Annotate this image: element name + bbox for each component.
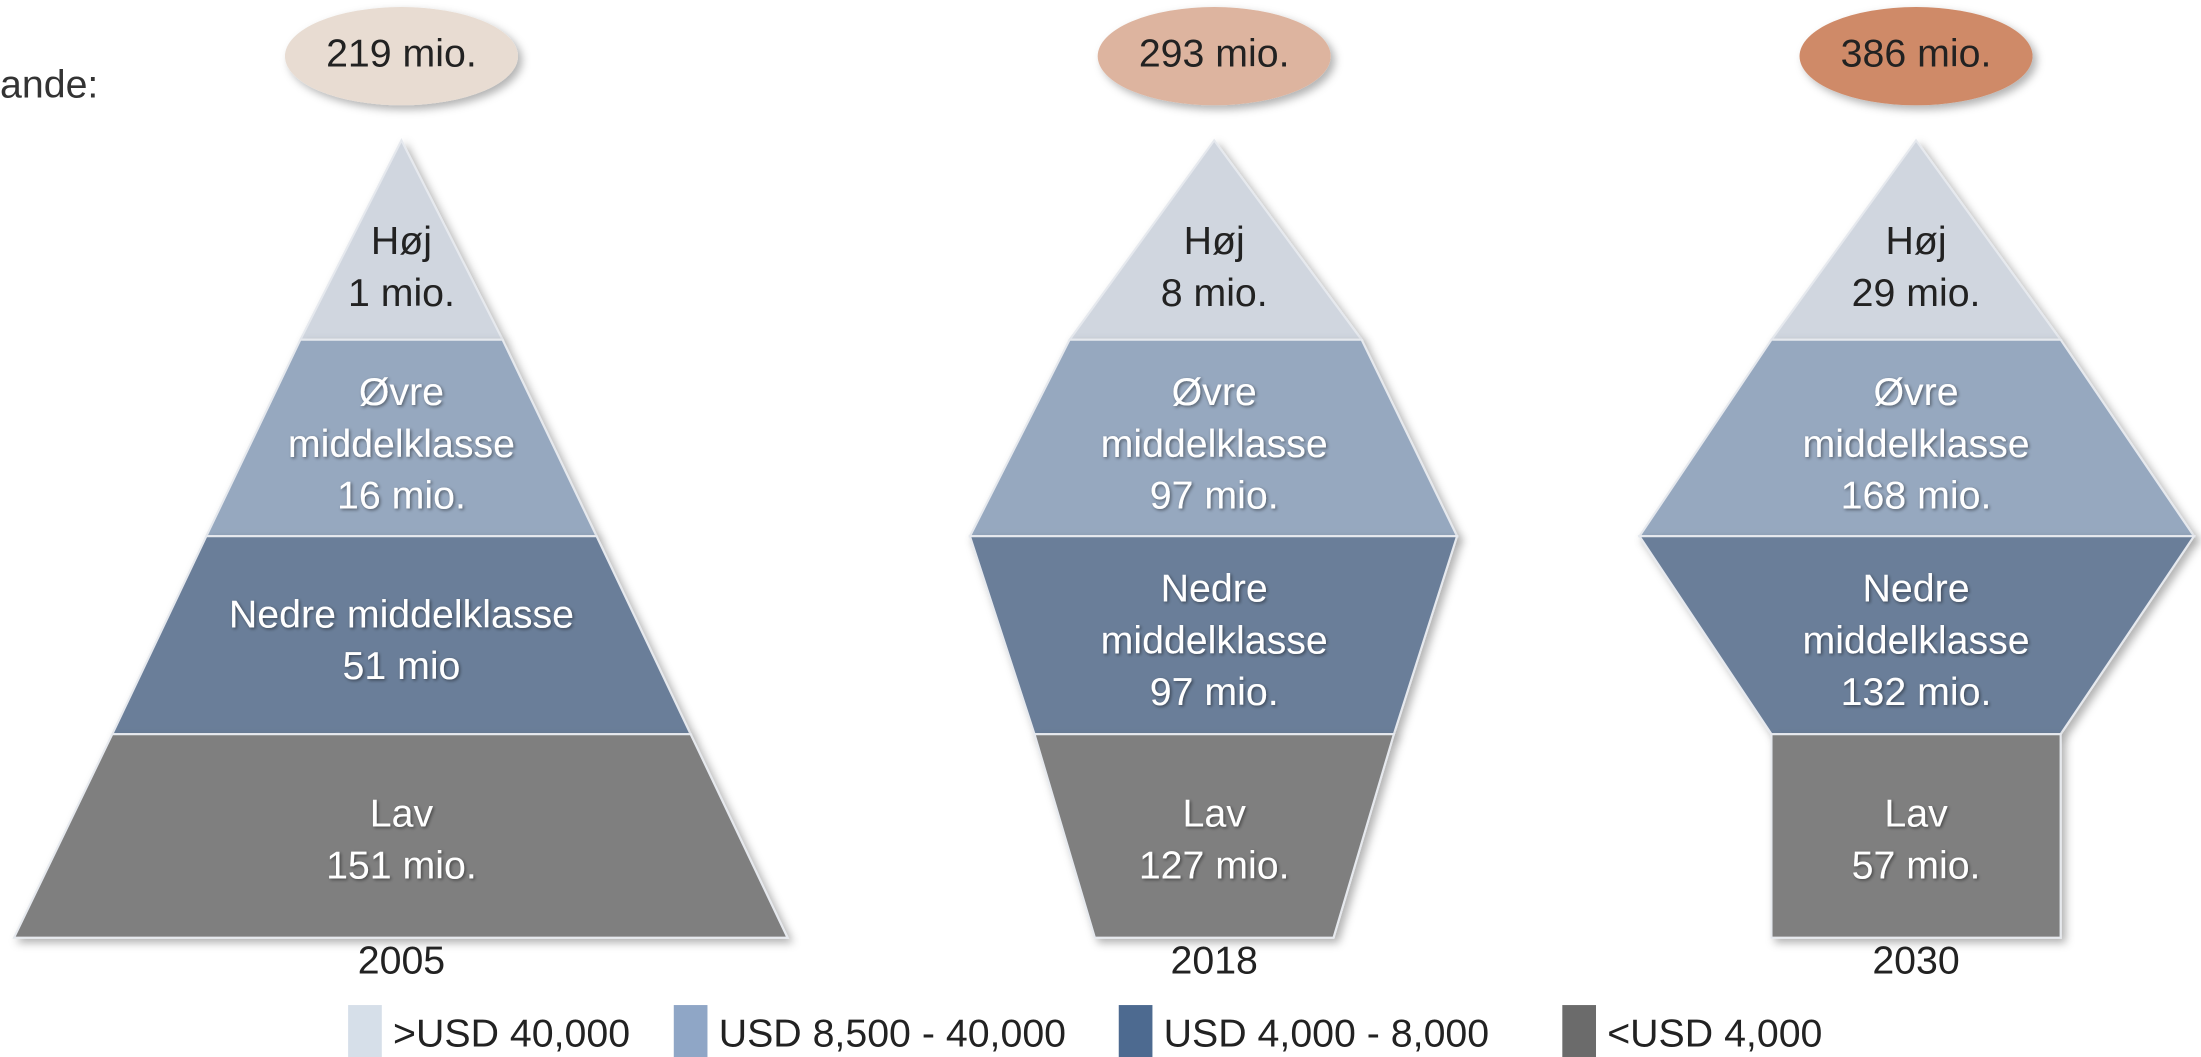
level-label: middelklasse: [1802, 618, 2029, 662]
total-oval: [1799, 7, 2033, 106]
level-label: Øvre: [1172, 370, 1257, 414]
level-label: 97 mio.: [1150, 474, 1279, 518]
level-band: [1770, 733, 2062, 939]
level-label: 8 mio.: [1161, 271, 1268, 315]
legend-swatch: [673, 1005, 708, 1057]
level-label: Nedre middelklasse: [229, 592, 574, 636]
level-band: [1033, 733, 1396, 939]
level-label: Lav: [1183, 792, 1247, 836]
level-label: Nedre: [1863, 566, 1970, 610]
legend-label: >USD 40,000: [393, 1011, 630, 1055]
level-label: 57 mio.: [1852, 844, 1981, 888]
total-label: 293 mio.: [1139, 32, 1290, 76]
total-oval: [284, 7, 518, 106]
level-label: 51 mio: [342, 644, 460, 688]
year-label: 2030: [1872, 938, 1959, 982]
level-label: 168 mio.: [1841, 474, 1992, 518]
level-label: middelklasse: [288, 422, 515, 466]
total-label: 219 mio.: [326, 32, 477, 76]
intro-text: ande:: [0, 62, 98, 106]
legend-label: USD 4,000 - 8,000: [1164, 1011, 1490, 1055]
legend-swatch: [1562, 1005, 1597, 1057]
year-label: 2005: [358, 938, 445, 982]
level-label: Høj: [371, 219, 432, 263]
total-oval: [1097, 7, 1331, 106]
level-label: 127 mio.: [1139, 844, 1290, 888]
legend-swatch: [348, 1005, 382, 1057]
level-label: 151 mio.: [326, 844, 477, 888]
level-label: Lav: [1884, 792, 1948, 836]
level-label: middelklasse: [1101, 618, 1328, 662]
level-label: Øvre: [1873, 370, 1958, 414]
legend-label: <USD 4,000: [1607, 1011, 1822, 1055]
level-label: 1 mio.: [348, 271, 455, 315]
level-band: [12, 733, 790, 939]
level-label: 97 mio.: [1150, 670, 1279, 714]
legend-label: USD 8,500 - 40,000: [719, 1011, 1066, 1055]
level-label: 16 mio.: [337, 474, 466, 518]
level-label: Lav: [370, 792, 434, 836]
level-label: Øvre: [359, 370, 444, 414]
year-label: 2018: [1170, 938, 1257, 982]
level-label: middelklasse: [1101, 422, 1328, 466]
legend-swatch: [1118, 1005, 1153, 1057]
level-label: Høj: [1885, 219, 1946, 263]
total-label: 386 mio.: [1841, 32, 1992, 76]
level-label: Nedre: [1161, 566, 1268, 610]
level-label: Høj: [1184, 219, 1245, 263]
level-label: 132 mio.: [1841, 670, 1992, 714]
level-label: 29 mio.: [1852, 271, 1981, 315]
level-label: middelklasse: [1802, 422, 2029, 466]
